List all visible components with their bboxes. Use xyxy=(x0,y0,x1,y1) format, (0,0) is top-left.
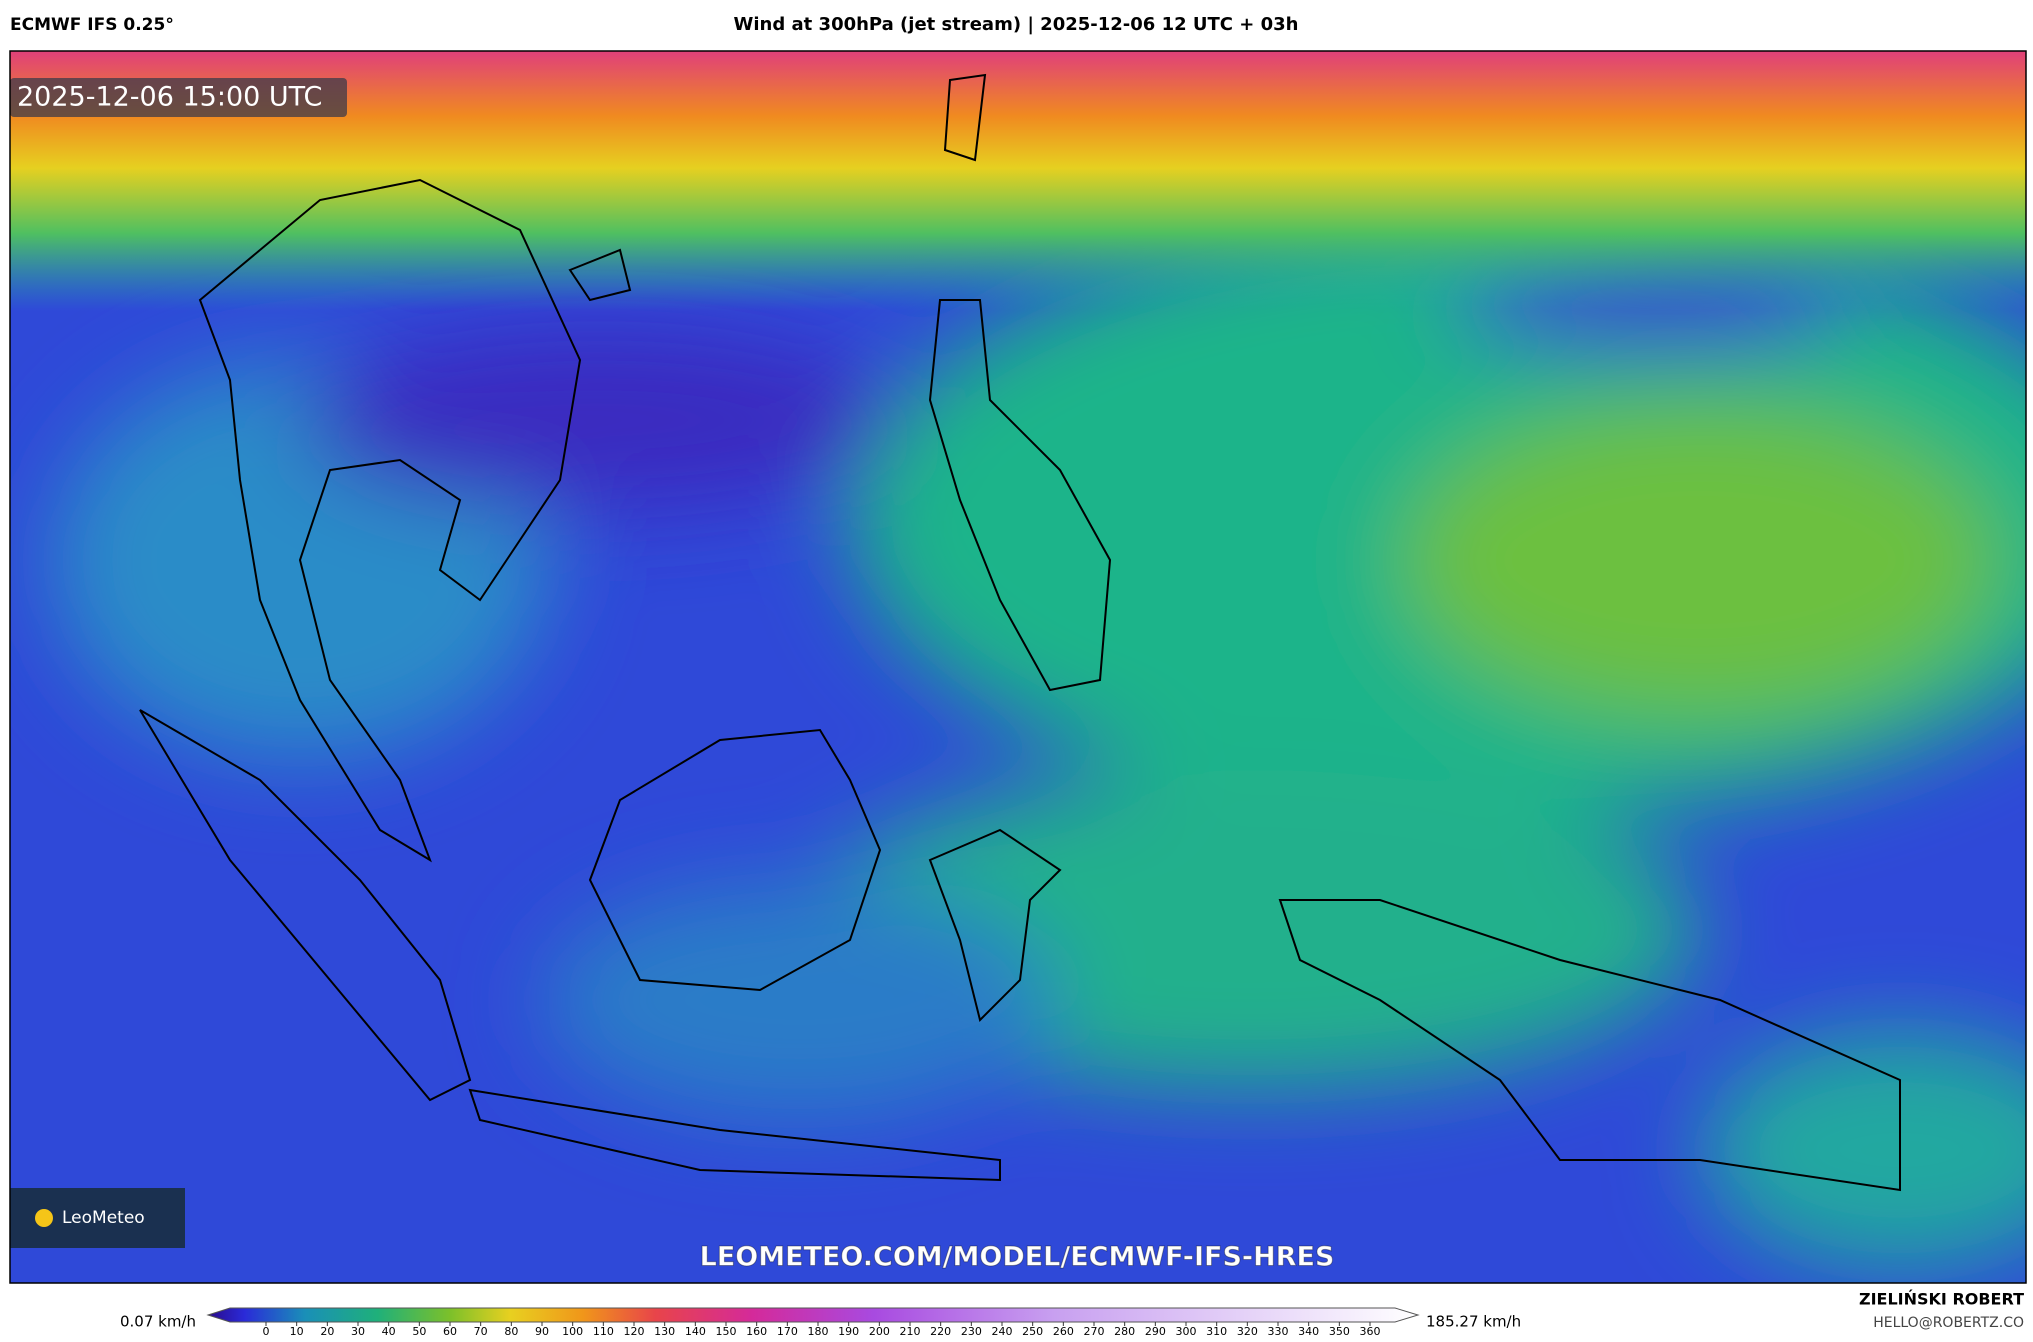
colorbar-tick-label: 240 xyxy=(992,1325,1013,1338)
colorbar-tick-label: 350 xyxy=(1329,1325,1350,1338)
colorbar-tick-label: 30 xyxy=(351,1325,365,1338)
colorbar-tick-label: 0 xyxy=(263,1325,270,1338)
map-title: Wind at 300hPa (jet stream) | 2025-12-06… xyxy=(734,14,1299,35)
colorbar-tick-label: 70 xyxy=(474,1325,488,1338)
colorbar-tick-label: 20 xyxy=(320,1325,334,1338)
colorbar-tick-label: 190 xyxy=(838,1325,859,1338)
wind-field: 2025-12-06 15:00 UTC LeoMeteo LEOMETEO.C… xyxy=(10,51,2026,1283)
colorbar-min-label: 0.07 km/h xyxy=(120,1313,196,1331)
colorbar-tick-label: 310 xyxy=(1206,1325,1227,1338)
colorbar-tick-label: 80 xyxy=(504,1325,518,1338)
colorbar-tick-label: 220 xyxy=(930,1325,951,1338)
colorbar-tick-label: 50 xyxy=(412,1325,426,1338)
colorbar-tick-label: 300 xyxy=(1176,1325,1197,1338)
colorbar-tick-label: 100 xyxy=(562,1325,583,1338)
colorbar-tick-label: 280 xyxy=(1114,1325,1135,1338)
colorbar-tick-label: 120 xyxy=(624,1325,645,1338)
coastlines xyxy=(139,73,1901,1192)
colorbar-tick-label: 250 xyxy=(1022,1325,1043,1338)
logo: LeoMeteo xyxy=(62,1208,145,1228)
colorbar-tick-label: 90 xyxy=(535,1325,549,1338)
colorbar-tick-label: 110 xyxy=(593,1325,614,1338)
colorbar-tick-label: 40 xyxy=(382,1325,396,1338)
timestamp: 2025-12-06 15:00 UTC xyxy=(17,82,322,113)
colorbar-tick-label: 130 xyxy=(654,1325,675,1338)
colorbar-tick-label: 160 xyxy=(746,1325,767,1338)
colorbar-tick-label: 140 xyxy=(685,1325,706,1338)
colorbar-tick-label: 320 xyxy=(1237,1325,1258,1338)
colorbar-tick-label: 360 xyxy=(1360,1325,1381,1338)
model-label: ECMWF IFS 0.25° xyxy=(10,15,174,35)
colorbar-tick-label: 10 xyxy=(290,1325,304,1338)
colorbar-tick-label: 150 xyxy=(716,1325,737,1338)
email: HELLO@ROBERTZ.CO xyxy=(1873,1315,2024,1331)
colorbar-tick-label: 170 xyxy=(777,1325,798,1338)
colorbar-tick-label: 330 xyxy=(1268,1325,1289,1338)
colorbar-tick-label: 180 xyxy=(808,1325,829,1338)
map-frame xyxy=(9,50,2027,1284)
colorbar-tick-label: 260 xyxy=(1053,1325,1074,1338)
source-url: LEOMETEO.COM/MODEL/ECMWF-IFS-HRES xyxy=(700,1242,1335,1273)
colorbar-tick-label: 200 xyxy=(869,1325,890,1338)
colorbar: 0.07 km/h 185.27 km/h 0 10 20 30 40 50 60 70 80 9… xyxy=(120,1307,1521,1338)
colorbar-tick-label: 60 xyxy=(443,1325,457,1338)
colorbar-gradient xyxy=(206,1307,1420,1323)
colorbar-tick-label: 340 xyxy=(1298,1325,1319,1338)
colorbar-max-label: 185.27 km/h xyxy=(1426,1313,1521,1331)
author: ZIELIŃSKI ROBERT xyxy=(1859,1290,2024,1309)
colorbar-tick-label: 290 xyxy=(1145,1325,1166,1338)
colorbar-tick-label: 210 xyxy=(900,1325,921,1338)
colorbar-tick-label: 270 xyxy=(1084,1325,1105,1338)
colorbar-tick-label: 230 xyxy=(961,1325,982,1338)
logo-sun xyxy=(35,1209,53,1227)
